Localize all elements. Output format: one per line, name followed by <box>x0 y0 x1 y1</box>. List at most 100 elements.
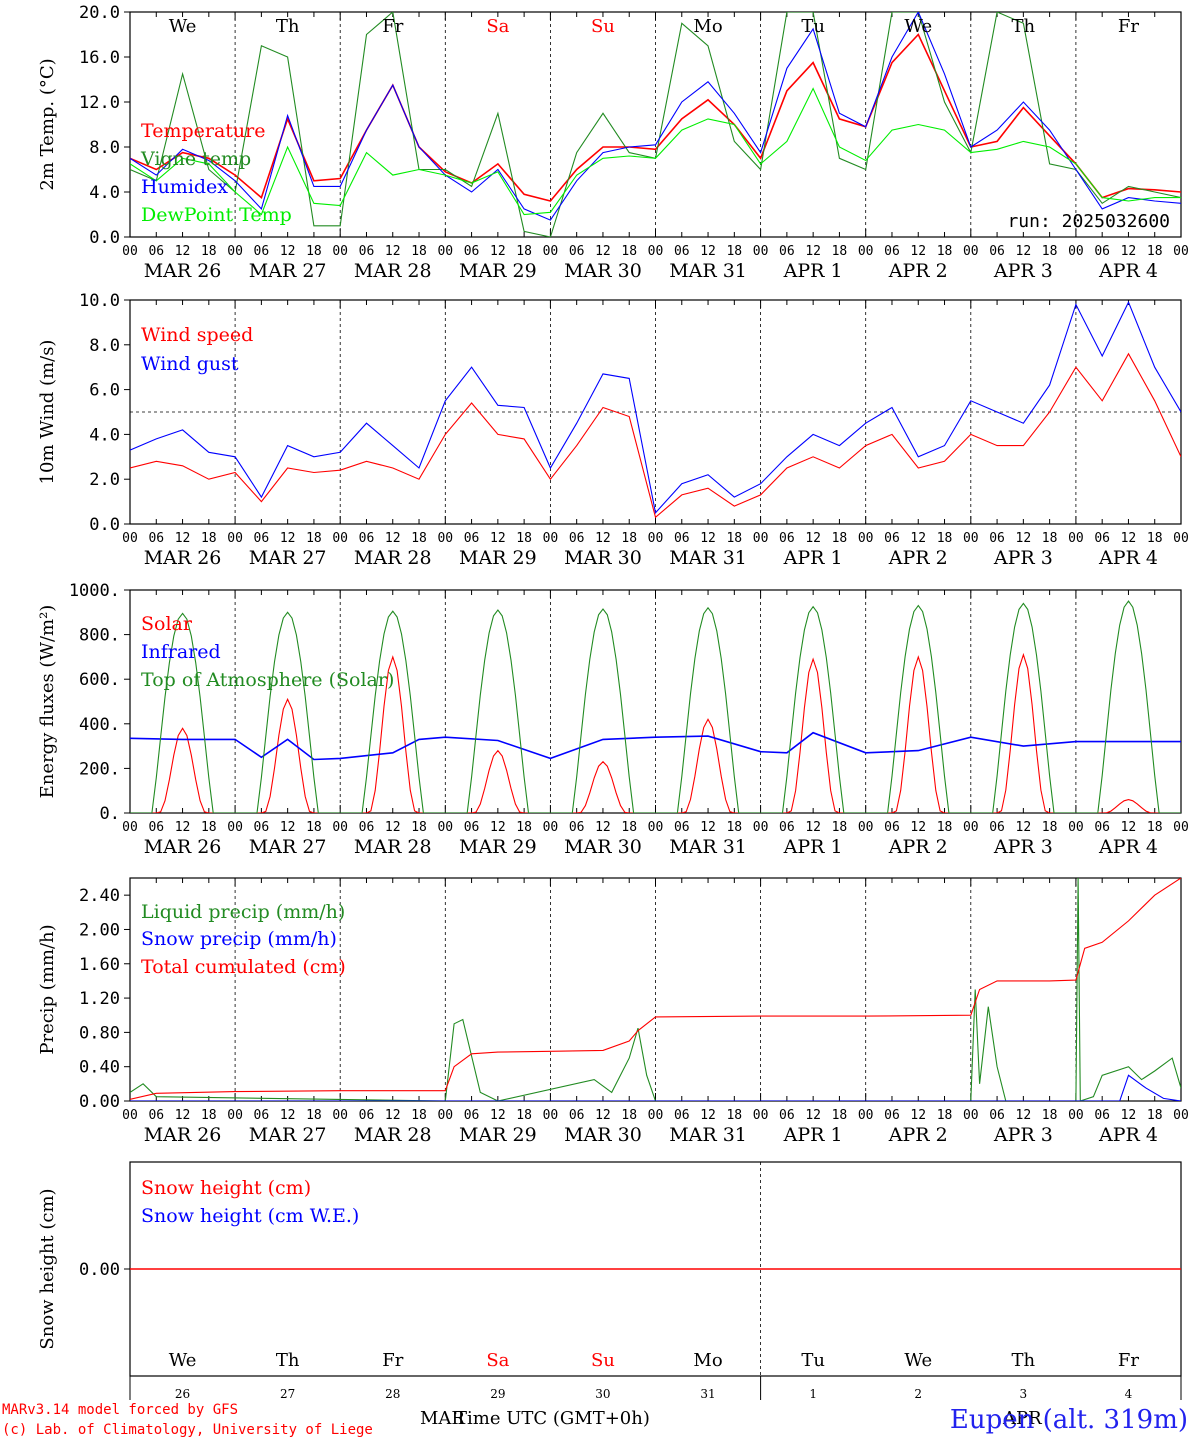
series-line-snow-precip-mm-h- <box>130 1074 1181 1101</box>
day-label: MAR 31 <box>669 260 747 282</box>
x-tick-label: 06 <box>674 820 690 835</box>
x-tick-label: 18 <box>1147 1108 1163 1123</box>
x-tick-label: 06 <box>1094 244 1110 259</box>
x-tick-label: 06 <box>464 820 480 835</box>
day-label: MAR 29 <box>459 1124 537 1146</box>
x-tick-label: 12 <box>490 531 506 546</box>
x-tick-label: 12 <box>175 1108 191 1123</box>
day-number-label: 31 <box>700 1387 715 1401</box>
x-tick-label: 00 <box>227 531 243 546</box>
x-tick-label: 06 <box>464 531 480 546</box>
x-tick-label: 00 <box>753 1108 769 1123</box>
weekday-label-bottom: Tu <box>801 1350 825 1371</box>
day-label: MAR 30 <box>564 836 642 858</box>
x-tick-label: 00 <box>543 1108 559 1123</box>
x-tick-label: 12 <box>910 820 926 835</box>
x-tick-label: 06 <box>989 820 1005 835</box>
weekday-label-bottom: Mo <box>693 1350 722 1371</box>
y-tick-label: 16.0 <box>79 48 120 68</box>
x-tick-label: 00 <box>858 244 874 259</box>
weekday-label: Th <box>276 16 300 37</box>
weekday-label-bottom: We <box>904 1350 932 1371</box>
station-label: Eupen (alt. 319m) <box>950 1405 1188 1435</box>
x-tick-label: 18 <box>937 820 953 835</box>
x-tick-label: 00 <box>648 244 664 259</box>
y-tick-label: 4.0 <box>89 425 120 445</box>
x-tick-label: 06 <box>884 1108 900 1123</box>
day-label: MAR 29 <box>459 547 537 569</box>
x-tick-label: 18 <box>726 820 742 835</box>
x-tick-label: 18 <box>516 820 532 835</box>
x-tick-label: 00 <box>753 244 769 259</box>
x-tick-label: 00 <box>122 531 138 546</box>
x-tick-label: 00 <box>227 820 243 835</box>
y-tick-label: 20.0 <box>79 3 120 23</box>
day-label: MAR 31 <box>669 836 747 858</box>
x-tick-label: 06 <box>359 820 375 835</box>
legend-entry: Solar <box>141 613 193 635</box>
month-left-label: MAR <box>420 1408 465 1429</box>
series-group <box>130 878 1181 1101</box>
x-tick-label: 00 <box>648 1108 664 1123</box>
x-tick-label: 12 <box>910 1108 926 1123</box>
x-tick-label: 12 <box>1016 1108 1032 1123</box>
x-tick-label: 18 <box>516 531 532 546</box>
x-tick-label: 18 <box>726 531 742 546</box>
y-tick-label: 0.00 <box>79 1092 120 1112</box>
x-tick-label: 06 <box>1094 820 1110 835</box>
x-tick-label: 12 <box>1121 244 1137 259</box>
legend-entry: Snow height (cm) <box>141 1177 311 1199</box>
x-tick-label: 12 <box>175 244 191 259</box>
x-tick-label: 00 <box>332 1108 348 1123</box>
weekday-label: Mo <box>693 16 722 37</box>
y-tick-label: 600. <box>79 670 120 690</box>
x-tick-label: 18 <box>726 244 742 259</box>
x-tick-label: 18 <box>832 1108 848 1123</box>
x-tick-label: 00 <box>543 531 559 546</box>
x-tick-label: 00 <box>1173 1108 1189 1123</box>
legend-entry: Wind gust <box>141 353 239 375</box>
x-tick-label: 00 <box>543 244 559 259</box>
x-tick-label: 18 <box>201 244 217 259</box>
y-tick-label: 10.0 <box>79 291 120 311</box>
x-tick-label: 18 <box>516 244 532 259</box>
credit-line-2: (c) Lab. of Climatology, University of L… <box>2 1422 373 1438</box>
weekday-label-bottom: We <box>169 1350 197 1371</box>
legend-entry: Temperature <box>141 120 265 142</box>
x-tick-label: 18 <box>1042 820 1058 835</box>
x-tick-label: 12 <box>280 244 296 259</box>
x-tick-label: 12 <box>595 244 611 259</box>
day-label: MAR 28 <box>354 547 432 569</box>
x-tick-label: 18 <box>937 531 953 546</box>
day-label: APR 1 <box>783 1124 843 1146</box>
y-tick-label: 1000. <box>69 581 120 601</box>
x-tick-label: 00 <box>122 1108 138 1123</box>
series-group <box>130 300 1181 519</box>
x-tick-label: 12 <box>910 244 926 259</box>
x-tick-label: 12 <box>385 531 401 546</box>
x-tick-label: 00 <box>858 531 874 546</box>
legend-entry: Total cumulated (cm) <box>141 956 346 978</box>
day-number-label: 30 <box>595 1387 610 1401</box>
x-tick-label: 00 <box>963 820 979 835</box>
legend-entry: Snow precip (mm/h) <box>141 928 337 950</box>
day-number-label: 2 <box>914 1387 922 1401</box>
x-tick-label: 06 <box>569 820 585 835</box>
x-tick-label: 00 <box>963 531 979 546</box>
day-label: MAR 30 <box>564 1124 642 1146</box>
x-tick-label: 00 <box>1068 531 1084 546</box>
x-tick-label: 00 <box>122 820 138 835</box>
x-tick-label: 18 <box>411 1108 427 1123</box>
x-tick-label: 12 <box>1016 244 1032 259</box>
y-tick-label: 0.0 <box>89 228 120 248</box>
panel-1: 0.0 4.0 8.0 12.0 16.0 20.0 00 06 12 18 00 06 12 18 00 0… <box>37 3 1189 282</box>
x-tick-label: 06 <box>989 1108 1005 1123</box>
x-tick-label: 06 <box>359 1108 375 1123</box>
x-tick-label: 12 <box>700 531 716 546</box>
weekday-label-bottom: Fr <box>382 1350 403 1371</box>
x-tick-label: 06 <box>254 244 270 259</box>
y-axis-label: Energy fluxes (W/m²) <box>37 605 58 799</box>
x-tick-label: 00 <box>543 820 559 835</box>
credit-line-1: MARv3.14 model forced by GFS <box>2 1402 238 1418</box>
y-tick-label: 0. <box>100 804 120 824</box>
